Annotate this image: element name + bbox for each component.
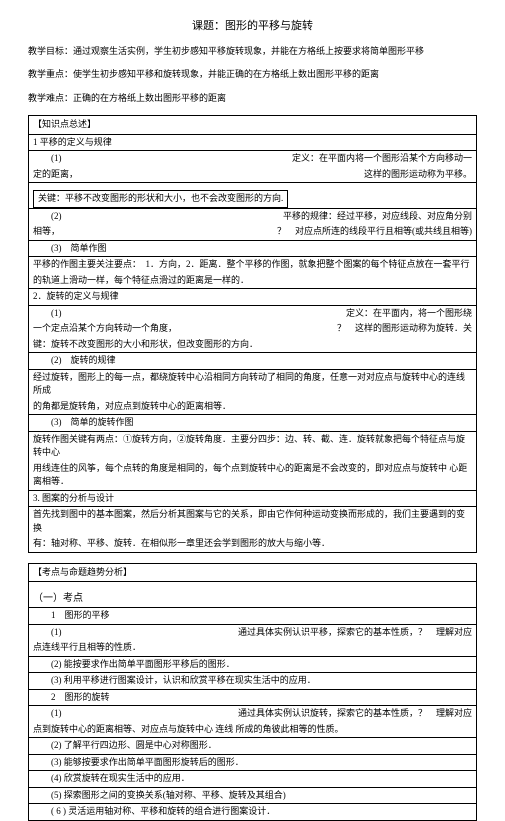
l13: 键：旋转不改变图形的大小和形状，但改变图形的方向． xyxy=(29,337,476,354)
l12b: 这样的图形运动称为旋转．关 xyxy=(355,323,472,333)
l6q: ？ xyxy=(277,226,286,236)
l5a: (2) xyxy=(51,211,62,221)
b2l10: (3) 能够按要求作出简单平面图形旋转后的图形． xyxy=(29,755,476,772)
b2l1: 1 图形的平移 xyxy=(29,607,476,625)
l4: 关键：平移不改变图形的形状和大小，也不会改变图形的方向. xyxy=(29,183,476,208)
l5: (2) 平移的规律：经过平移，对应线段、对应角分别 xyxy=(29,208,476,225)
l16: 的角都是旋转角，对应点到旋转中心的距离相等． xyxy=(29,399,476,416)
l6b: 对应点所连的线段平行且相等(或共线且相等) xyxy=(295,226,472,236)
l11a: (1) xyxy=(51,308,62,318)
sec1: （一）考点 xyxy=(29,590,476,607)
b2l12: (5) 探索图形之间的变换关系(轴对称、平移、旋转及其组合) xyxy=(29,788,476,805)
b2l3: 点连线平行且相等的性质． xyxy=(29,640,476,657)
l21: 首先找到图中的基本图案，然后分析其图案与它的关系，即由它作何种运动变换而形成的，… xyxy=(29,507,476,536)
l3a: 定的距离， xyxy=(33,169,78,179)
l8: 平移的作图主要关注要点： 1．方向，2．距离．整个平移的作图，就象把整个图案的每… xyxy=(29,257,476,273)
b2l7b: 通过具体实例认识旋转，探索它的基本性质， xyxy=(238,708,418,718)
l1: 1 平移的定义与规律 xyxy=(29,135,476,151)
box1-header: 【知识点总述】 xyxy=(29,116,476,135)
l7: (3) 简单作图 xyxy=(29,241,476,258)
teaching-focus: 教学重点：使学生初步感知平移和旋转现象，并能正确的在方格纸上数出图形平移的距离 xyxy=(28,68,477,82)
l12q: ？ xyxy=(337,323,346,333)
l19: 用线连住的风筝，每个点转的角度是相同的，每个点到旋转中心的距离是不会改变的，即对… xyxy=(29,461,476,491)
l9: 的轨道上滑动一样，每个特征点滑过的距离是一样的． xyxy=(29,273,476,290)
b2l7q: ？ xyxy=(418,708,427,718)
b2l2c: 理解对应 xyxy=(436,627,472,637)
l6a: 相等， xyxy=(33,226,60,236)
l3: 定的距离， 这样的图形运动称为平移。 xyxy=(29,167,476,184)
l18: 旋转作图关键有两点：①旋转方向，②旋转角度．主要分四步：边、转、截、连．旋转就象… xyxy=(29,432,476,461)
l2: (1) 定义：在平面内将一个图形沿某个方向移动一 xyxy=(29,150,476,167)
l11: (1) 定义：在平面内，将一个图形绕 xyxy=(29,306,476,322)
b2l5: (3) 利用平移进行图案设计，认识和欣赏平移在现实生活中的应用． xyxy=(29,673,476,690)
l15: 经过旋转，图形上的每一点，都绕旋转中心沿相同方向转动了相同的角度，任意一对对应点… xyxy=(29,370,476,399)
b2l2q: ？ xyxy=(418,627,427,637)
l14: (2) 旋转的规律 xyxy=(29,353,476,370)
l2b: 定义：在平面内将一个图形沿某个方向移动一 xyxy=(292,152,472,166)
b2l8: 点到旋转中心的距离相等、对应点与旋转中心 连线 所成的角彼此相等的性质。 xyxy=(29,722,476,739)
teaching-difficulty: 教学难点：正确的在方格纸上数出图形平移的距离 xyxy=(28,92,477,106)
b2l2: (1) 通过具体实例认识平移，探索它的基本性质，？ 理解对应 xyxy=(29,625,476,641)
l17: (3) 简单的旋转作图 xyxy=(29,415,476,432)
teaching-goal: 教学目标：通过观察生活实例，学生初步感知平移旋转现象，并能在方格纸上按要求将简单… xyxy=(28,45,477,59)
b2l13: ( 6 ) 灵活运用轴对称、平移和旋转的组合进行图案设计． xyxy=(29,804,476,820)
l10: 2．旋转的定义与规律 xyxy=(29,289,476,306)
b2l4: (2) 能按要求作出简单平面图形平移后的图形． xyxy=(29,657,476,674)
l3b: 这样的图形运动称为平移。 xyxy=(364,168,472,182)
l22: 有：轴对称、平移、旋转．在相似形一章里还会学到图形的放大与缩小等． xyxy=(29,536,476,552)
b2l2a: (1) xyxy=(51,627,62,637)
l6: 相等， ？ 对应点所连的线段平行且相等(或共线且相等) xyxy=(29,224,476,241)
l12a: 一个定点沿某个方向转动一个角度， xyxy=(33,323,177,333)
exam-box: 【考点与命题趋势分析】 （一）考点 1 图形的平移 (1) 通过具体实例认识平移… xyxy=(28,563,477,821)
b2l9: (2) 了解平行四边形、圆是中心对称图形． xyxy=(29,738,476,755)
key-label: 关键：平移不改变图形的形状和大小，也不会改变图形的方向. xyxy=(33,190,288,208)
b2l2b: 通过具体实例认识平移，探索它的基本性质， xyxy=(238,627,418,637)
l5b: 平移的规律：经过平移，对应线段、对应角分别 xyxy=(283,210,472,224)
b2l7a: (1) xyxy=(51,708,62,718)
l12: 一个定点沿某个方向转动一个角度， ？ 这样的图形运动称为旋转．关 xyxy=(29,321,476,337)
l11b: 定义：在平面内，将一个图形绕 xyxy=(346,307,472,321)
l2a: (1) xyxy=(51,153,62,163)
l20: 3. 图案的分析与设计 xyxy=(29,491,476,508)
b2l11: (4) 欣赏旋转在现实生活中的应用． xyxy=(29,771,476,788)
lesson-title: 课题：图形的平移与旋转 xyxy=(28,18,477,35)
box2-header: 【考点与命题趋势分析】 xyxy=(29,564,476,583)
b2l7c: 理解对应 xyxy=(436,708,472,718)
b2l6: 2 图形的旋转 xyxy=(29,690,476,707)
knowledge-box: 【知识点总述】 1 平移的定义与规律 (1) 定义：在平面内将一个图形沿某个方向… xyxy=(28,115,477,553)
